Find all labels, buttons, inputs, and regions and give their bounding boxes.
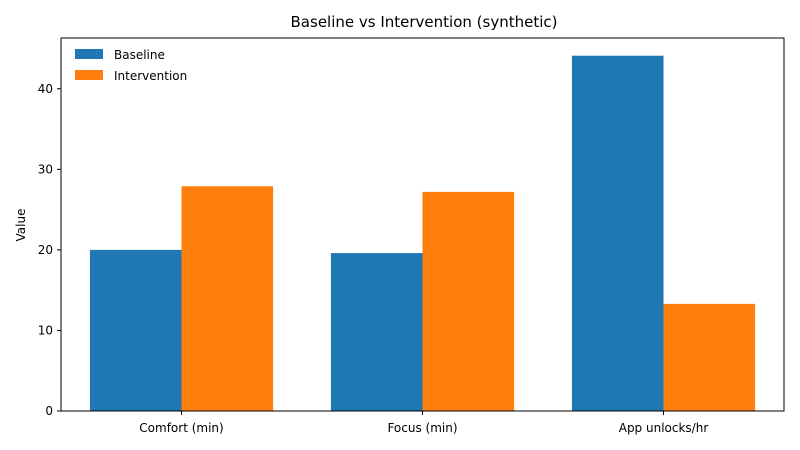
bar-baseline-1: [330, 253, 423, 411]
plot-frame: [60, 37, 785, 412]
y-ticks: 0 10 20 30 40: [38, 82, 61, 418]
y-tick-label: 20: [38, 243, 53, 257]
legend-swatch-intervention: [75, 70, 103, 80]
x-ticks: Comfort (min) Focus (min) App unlocks/hr: [139, 411, 708, 435]
legend-label-baseline: Baseline: [114, 48, 165, 62]
legend-label-intervention: Intervention: [114, 69, 187, 83]
bar-baseline-0: [89, 249, 182, 411]
bar-intervention-0: [181, 186, 274, 411]
y-tick-label: 30: [38, 162, 53, 176]
legend-swatch-baseline: [75, 49, 103, 59]
x-tick-label: Comfort (min): [139, 421, 223, 435]
y-tick-label: 0: [45, 404, 53, 418]
x-tick-label: App unlocks/hr: [619, 421, 709, 435]
y-tick-label: 10: [38, 323, 53, 337]
y-axis-label: Value: [14, 209, 28, 242]
bar-baseline-2: [571, 55, 664, 411]
y-tick-label: 40: [38, 82, 53, 96]
bar-intervention-2: [663, 303, 756, 411]
chart-title: Baseline vs Intervention (synthetic): [291, 13, 558, 31]
x-tick-label: Focus (min): [387, 421, 457, 435]
bars-group: [89, 55, 756, 411]
bar-intervention-1: [422, 191, 515, 411]
legend: Baseline Intervention: [75, 48, 187, 83]
